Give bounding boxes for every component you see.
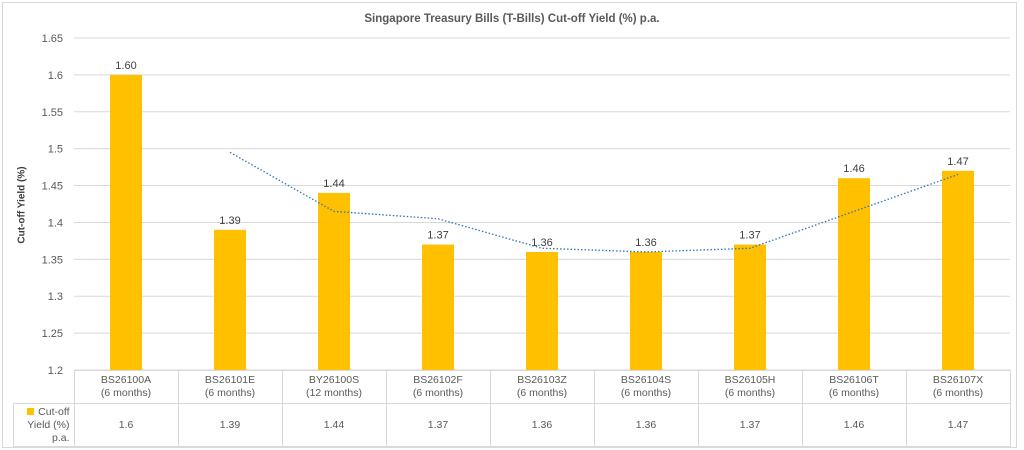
bar[interactable] [526, 251, 558, 370]
value-cell: 1.37 [697, 403, 803, 447]
value-cell: 1.37 [385, 403, 491, 447]
bar[interactable] [734, 244, 766, 370]
bar[interactable] [110, 74, 142, 370]
category-cell: BS26104S (6 months) [593, 370, 699, 404]
value-cell: 1.44 [281, 403, 387, 447]
data-label: 1.44 [323, 178, 344, 190]
data-table: BS26100A (6 months) BS26101E (6 months) BY26… [13, 370, 1011, 447]
category-code: BS26104S [620, 374, 672, 386]
bar[interactable] [838, 178, 870, 370]
category-tenor: (6 months) [620, 387, 672, 399]
table-corner [13, 370, 75, 404]
data-label: 1.47 [947, 156, 968, 168]
bar[interactable] [942, 170, 974, 370]
category-cell: BS26105H (6 months) [697, 370, 803, 404]
y-tick-label: 1.3 [48, 291, 63, 303]
y-tick-label: 1.25 [42, 328, 63, 340]
bar[interactable] [422, 244, 454, 370]
category-code: BS26102F [413, 374, 463, 386]
category-tenor: (6 months) [412, 387, 464, 399]
value-cell: 1.6 [73, 403, 179, 447]
category-tenor: (12 months) [305, 387, 363, 399]
y-tick-label: 1.4 [48, 217, 63, 229]
category-tenor: (6 months) [204, 387, 256, 399]
category-cell: BS26106T (6 months) [801, 370, 907, 404]
category-code: BY26100S [308, 374, 360, 386]
value-cell: 1.47 [905, 403, 1011, 447]
category-cell: BS26102F (6 months) [385, 370, 491, 404]
category-code: BS26105H [724, 374, 776, 386]
legend-swatch-icon [27, 408, 35, 416]
chart-title: Singapore Treasury Bills (T-Bills) Cut-o… [364, 13, 660, 25]
category-cell: BS26107X (6 months) [905, 370, 1011, 404]
category-cell: BS26103Z (6 months) [489, 370, 595, 404]
value-row: Cut-off Yield (%) p.a. 1.6 1.39 1.44 1.37 1.… [13, 403, 1011, 447]
value-cell: 1.39 [177, 403, 283, 447]
category-code: BS26101E [204, 374, 256, 386]
y-tick-label: 1.55 [42, 107, 63, 119]
y-tick-label: 1.45 [42, 181, 63, 193]
value-cell: 1.36 [593, 403, 699, 447]
data-label: 1.36 [635, 237, 656, 249]
legend-entry: Cut-off Yield (%) p.a. [13, 403, 75, 447]
y-tick-label: 1.6 [48, 70, 63, 82]
category-code: BS26107X [932, 374, 984, 386]
category-cell: BS26101E (6 months) [177, 370, 283, 404]
category-tenor: (6 months) [516, 387, 568, 399]
data-label: 1.37 [427, 230, 448, 242]
bar[interactable] [318, 192, 350, 370]
category-cell: BS26100A (6 months) [73, 370, 179, 404]
category-code: BS26103Z [517, 374, 567, 386]
category-code: BS26100A [100, 374, 152, 386]
y-tick-label: 1.5 [48, 144, 63, 156]
value-cell: 1.36 [489, 403, 595, 447]
category-row: BS26100A (6 months) BS26101E (6 months) BY26… [13, 370, 1011, 404]
value-cell: 1.46 [801, 403, 907, 447]
data-label: 1.60 [115, 60, 136, 72]
y-tick-label: 1.35 [42, 254, 63, 266]
data-label: 1.36 [531, 237, 552, 249]
category-tenor: (6 months) [828, 387, 880, 399]
y-tick-label: 1.65 [42, 33, 63, 45]
category-tenor: (6 months) [932, 387, 984, 399]
category-tenor: (6 months) [724, 387, 776, 399]
moving-average-trendline [229, 151, 959, 253]
category-cell: BY26100S (12 months) [281, 370, 387, 404]
data-label: 1.39 [219, 215, 240, 227]
data-label: 1.37 [739, 230, 760, 242]
bar[interactable] [630, 251, 662, 370]
bar[interactable] [214, 229, 246, 370]
category-tenor: (6 months) [100, 387, 152, 399]
category-code: BS26106T [829, 374, 879, 386]
data-label: 1.46 [843, 163, 864, 175]
